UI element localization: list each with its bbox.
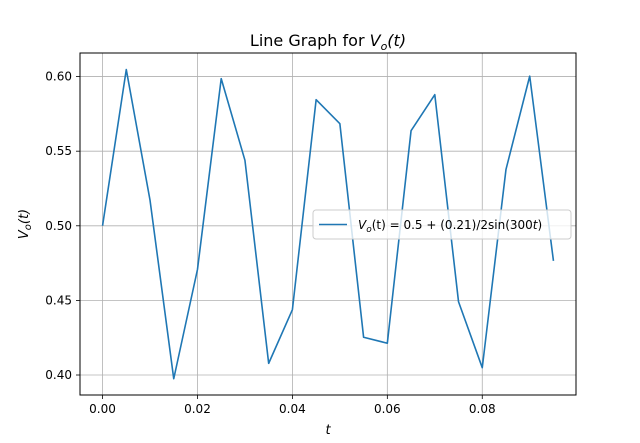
y-tick-label: 0.50 (45, 219, 72, 233)
chart-title: Line Graph for Vo(t) (250, 31, 406, 53)
x-tick-label: 0.08 (469, 402, 496, 416)
legend-box (312, 209, 572, 240)
legend: Vo(t) = 0.5 + (0.21)/2sin(300t) (312, 209, 572, 240)
plot-area-frame (79, 52, 577, 396)
x-tick-label: 0.06 (374, 402, 401, 416)
x-tick-label: 0.02 (184, 402, 211, 416)
legend-label: Vo(t) = 0.5 + (0.21)/2sin(300t) (358, 218, 542, 235)
axis-ticks: 0.00 0.02 0.04 0.06 0.08 0.40 0.45 0.50 0.55 0.60 (45, 70, 495, 416)
x-tick-label: 0.00 (89, 402, 116, 416)
x-tick-label: 0.04 (279, 402, 306, 416)
y-tick-label: 0.55 (45, 144, 72, 158)
series-line (101, 68, 555, 380)
y-tick-label: 0.45 (45, 293, 72, 307)
y-tick-label: 0.40 (45, 368, 72, 382)
y-tick-label: 0.60 (45, 70, 72, 84)
series-layer (101, 68, 555, 380)
x-axis-label: t (325, 423, 331, 438)
y-axis-label: Vo(t) (17, 209, 34, 239)
